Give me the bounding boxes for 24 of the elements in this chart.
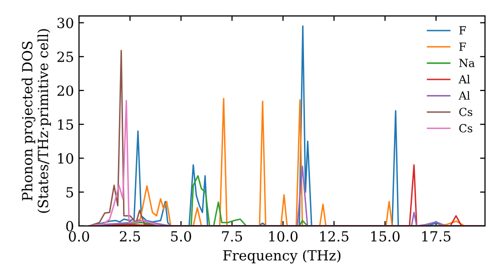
x-tick-label: 2.5 (120, 231, 140, 242)
y-tick-label: 25 (57, 52, 74, 62)
x-tick-label: 15.0 (371, 231, 400, 242)
x-axis-title: Frequency (THz) (223, 250, 340, 264)
legend-label: Cs (459, 124, 472, 132)
legend-label: Na (459, 58, 475, 68)
x-tick-label: 5.0 (171, 231, 192, 242)
y-tick-label: 20 (57, 85, 74, 96)
x-tick-label: 0.0 (68, 231, 90, 242)
legend-label: Cs (459, 108, 472, 116)
y-tick-label: 15 (58, 119, 74, 130)
x-tick-label: 12.5 (320, 231, 348, 242)
y-tick-label: 5 (66, 187, 74, 198)
legend-label: F (459, 42, 466, 51)
x-tick-label: 7.5 (222, 231, 242, 242)
x-tick-label: 17.5 (422, 231, 450, 242)
y-tick-label: 0 (66, 220, 74, 232)
legend-label: Al (458, 74, 470, 84)
legend-label: F (459, 26, 466, 34)
y-tick-label: 30 (58, 18, 74, 28)
x-tick-label: 10.0 (269, 231, 298, 242)
y-tick-label: 10 (58, 153, 74, 164)
y-axis-title: Phonon projected DOS (States/THz·primitive cell) (22, 29, 51, 213)
legend-label: Al (458, 91, 470, 100)
